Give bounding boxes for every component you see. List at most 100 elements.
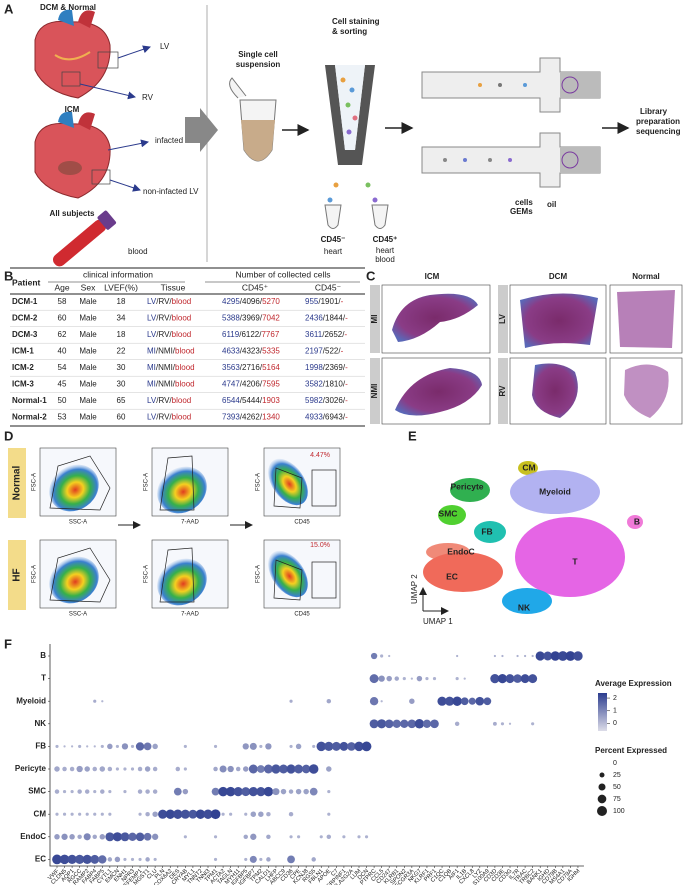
cell-cd45neg: 1998/2369/-: [305, 363, 348, 372]
dot: [99, 766, 106, 772]
dot: [460, 697, 469, 706]
dot: [249, 855, 257, 863]
dot: [463, 677, 466, 680]
dot: [78, 812, 82, 816]
dot: [70, 745, 74, 748]
cell-part: 955: [305, 297, 319, 306]
separator: /: [240, 380, 243, 389]
dot: [107, 743, 113, 750]
cell-part: 3026: [325, 396, 343, 405]
dot: [535, 651, 545, 661]
dot: [288, 789, 294, 794]
label: oil: [547, 200, 556, 209]
gate: [311, 561, 337, 599]
cell-part: 4633: [222, 347, 240, 356]
row-label: T: [41, 674, 46, 683]
dot: [475, 696, 485, 706]
cell-part: -: [341, 347, 344, 356]
cell-part: NMI: [158, 380, 173, 389]
dot: [78, 744, 82, 748]
dot: [130, 857, 135, 861]
label: MI: [370, 315, 379, 324]
dot: [121, 743, 129, 750]
dot: [115, 744, 119, 748]
dot: [135, 742, 145, 751]
cell-lvef: 30: [117, 363, 126, 372]
cell-cd45pos: 3563/2716/5164: [222, 363, 280, 372]
dot: [59, 854, 70, 865]
blood-tube: [52, 210, 117, 267]
dot: [303, 788, 309, 795]
separator: /: [260, 297, 263, 306]
dot: [165, 809, 175, 819]
dot: [279, 764, 288, 774]
size-legend-label: 0: [613, 760, 617, 767]
cell-cd45neg: 955/1901/-: [305, 297, 344, 306]
dot: [77, 834, 82, 840]
label: RV: [498, 385, 507, 397]
dot: [272, 788, 280, 796]
legend-title: Average Expression: [595, 679, 672, 688]
dot: [384, 719, 394, 729]
cluster-label: T: [572, 556, 578, 566]
table-header: LVEF(%): [104, 282, 138, 292]
dot: [497, 673, 508, 684]
dot: [112, 832, 123, 842]
dot: [280, 788, 287, 795]
dot: [183, 835, 187, 839]
colorbar-label: 0: [613, 720, 617, 727]
separator: /: [260, 314, 263, 323]
dot: [289, 699, 293, 703]
separator: /: [156, 297, 159, 306]
dot: [138, 812, 142, 816]
separator: /: [239, 330, 242, 339]
dot: [145, 857, 150, 862]
dot: [483, 697, 492, 706]
separator: /: [323, 380, 326, 389]
cell-part: 3563: [222, 363, 240, 372]
dot: [288, 811, 294, 817]
dot: [227, 765, 234, 773]
cell-tissue: LV/RV/blood: [147, 297, 191, 306]
cell-sex: Male: [79, 297, 97, 306]
dot: [505, 674, 515, 684]
cell-part: LV: [147, 330, 157, 339]
cell-tissue: LV/RV/blood: [147, 314, 191, 323]
dot: [289, 835, 293, 839]
separator: /: [173, 347, 176, 356]
dot: [241, 787, 251, 797]
separator: /: [169, 297, 172, 306]
cell-cd45pos: 4747/4206/7595: [222, 380, 280, 389]
cell-part: -: [344, 330, 347, 339]
dot: [339, 741, 349, 751]
dot: [361, 741, 372, 752]
cell-part: 2716: [242, 363, 260, 372]
cell-sex: Male: [79, 380, 97, 389]
label: ICM: [65, 105, 80, 114]
dot: [63, 745, 66, 748]
cell-part: -: [345, 413, 348, 422]
dot: [120, 832, 130, 842]
dot: [54, 834, 60, 840]
cell-part: blood: [175, 363, 195, 372]
size-legend-dot: [597, 806, 607, 816]
separator: /: [259, 330, 262, 339]
dot: [130, 744, 135, 748]
separator: /: [343, 314, 346, 323]
cell-part: 5164: [262, 363, 280, 372]
cell-lvef: 18: [117, 297, 126, 306]
dot: [93, 745, 96, 748]
cell-part: blood: [175, 347, 195, 356]
cell-part: 6544: [222, 396, 240, 405]
cell-part: 7393: [222, 413, 240, 422]
row-label: Pericyte: [15, 764, 47, 773]
dot: [256, 786, 266, 797]
dot: [326, 698, 332, 704]
label: heart: [324, 247, 343, 256]
cell-lvef: 30: [117, 380, 126, 389]
dot: [152, 743, 158, 750]
separator: /: [240, 396, 243, 405]
cell-part: -: [341, 297, 344, 306]
separator: /: [156, 380, 159, 389]
cell-part: 2369: [325, 363, 343, 372]
